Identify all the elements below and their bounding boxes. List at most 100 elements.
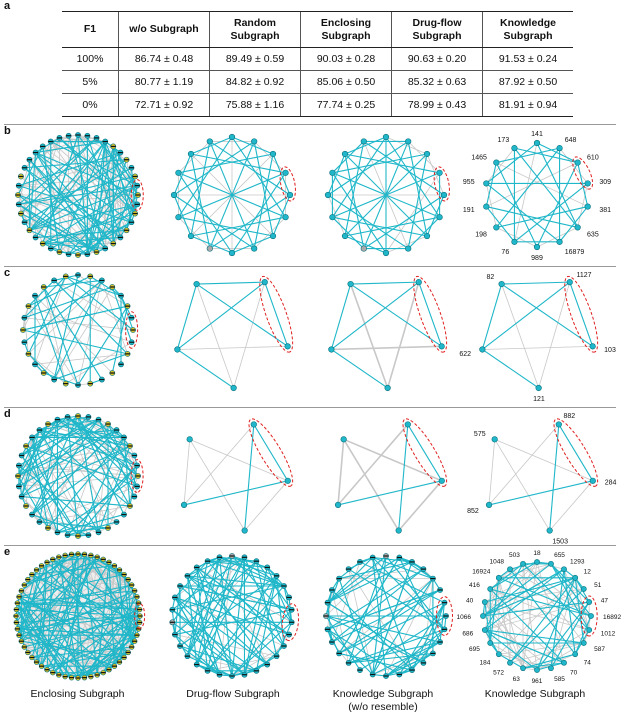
graph-edge-gray bbox=[489, 561, 538, 644]
graph-edge-teal bbox=[15, 622, 22, 642]
graph-node bbox=[491, 436, 498, 443]
graph-node-mark bbox=[325, 628, 331, 630]
graph-edge-teal bbox=[17, 475, 49, 529]
graph-node-mark bbox=[69, 553, 75, 555]
graph-edge-teal bbox=[372, 555, 387, 675]
graph-node-mark bbox=[48, 140, 54, 143]
panel-b-enclosing bbox=[15, 132, 144, 258]
graph-edge-teal bbox=[31, 419, 58, 438]
graph-node-mark bbox=[253, 560, 259, 562]
graph-edge-teal bbox=[35, 152, 132, 223]
graph-edge-teal bbox=[53, 353, 128, 381]
node-id-label: 635 bbox=[587, 232, 599, 239]
graph-node bbox=[241, 527, 248, 534]
header-random: Random Subgraph bbox=[209, 11, 301, 48]
graph-node-mark bbox=[69, 677, 75, 679]
graph-node bbox=[483, 180, 490, 187]
table-row: 100% 86.74 ± 0.48 89.49 ± 0.59 90.03 ± 0… bbox=[62, 47, 573, 71]
graph-node bbox=[175, 214, 182, 221]
graph-edge-gray bbox=[123, 574, 140, 629]
graph-edge-teal bbox=[108, 622, 141, 670]
graph-node-mark bbox=[118, 363, 124, 365]
graph-node-mark bbox=[56, 556, 62, 558]
graph-edge-gray bbox=[490, 642, 538, 671]
graph-node-mark bbox=[39, 565, 45, 567]
graph-node-mark bbox=[105, 423, 111, 425]
graph-edge-teal bbox=[501, 281, 570, 285]
graph-node bbox=[405, 245, 412, 252]
graph-node bbox=[340, 436, 347, 443]
graph-node bbox=[180, 501, 188, 509]
graph-node-mark bbox=[23, 445, 29, 447]
graph-node bbox=[586, 599, 593, 605]
graph-edge-teal bbox=[482, 563, 552, 617]
graph-edge-teal bbox=[174, 597, 221, 675]
graph-edge-teal bbox=[231, 555, 293, 623]
header-f1: F1 bbox=[62, 11, 119, 48]
graph-edge-teal bbox=[18, 152, 121, 187]
graph-edge-teal bbox=[439, 602, 446, 643]
graph-edge-gray bbox=[398, 480, 443, 532]
graph-edge-teal bbox=[255, 561, 278, 657]
query-pair-highlight bbox=[279, 166, 296, 202]
graph-edge-teal bbox=[338, 561, 413, 580]
graph-edge-teal bbox=[486, 206, 578, 228]
graph-node-mark bbox=[116, 569, 122, 571]
graph-node bbox=[481, 627, 488, 633]
graph-edge-teal bbox=[96, 159, 128, 253]
graph-edge-teal bbox=[331, 349, 388, 389]
graph-edge-teal bbox=[111, 306, 129, 374]
graph-node-mark bbox=[111, 565, 117, 567]
graph-node-mark bbox=[241, 674, 247, 676]
graph-edge-teal bbox=[363, 140, 445, 196]
graph-edge-teal bbox=[29, 203, 138, 231]
graph-edge-teal bbox=[332, 141, 365, 174]
node-id-label: 82 bbox=[486, 274, 494, 281]
graph-node bbox=[269, 232, 277, 240]
graph-node bbox=[436, 169, 443, 176]
graph-edge-gray bbox=[549, 480, 594, 531]
graph-edge-teal bbox=[330, 283, 352, 350]
graph-node-mark bbox=[264, 663, 270, 666]
graph-node bbox=[584, 180, 591, 187]
graph-node-mark bbox=[137, 615, 143, 617]
graph-node-mark bbox=[128, 167, 134, 169]
graph-edge-gray bbox=[178, 141, 211, 174]
graph-node bbox=[586, 627, 593, 633]
graph-node-mark bbox=[39, 665, 45, 667]
table-cell: 90.63 ± 0.20 bbox=[391, 47, 483, 71]
graph-edge-teal bbox=[174, 560, 257, 635]
graph-edge-teal bbox=[536, 577, 576, 671]
graph-node-mark bbox=[45, 423, 51, 425]
graph-node bbox=[228, 249, 236, 257]
graph-node bbox=[483, 203, 490, 210]
graph-node-mark bbox=[264, 566, 270, 569]
graph-node-mark bbox=[65, 534, 71, 536]
graph-node bbox=[588, 613, 594, 619]
graph-node-mark bbox=[169, 621, 175, 623]
graph-edge-teal bbox=[344, 235, 387, 254]
graph-edge-teal bbox=[86, 146, 114, 255]
graph-edge-gray bbox=[386, 281, 420, 389]
graph-edge-teal bbox=[549, 424, 560, 531]
graph-node bbox=[438, 343, 445, 350]
graph-node bbox=[405, 138, 412, 145]
graph-edge-teal bbox=[338, 589, 441, 654]
graph-node-mark bbox=[23, 505, 29, 507]
graph-node-mark bbox=[51, 279, 57, 282]
node-id-label: 686 bbox=[462, 631, 473, 638]
graph-edge-teal bbox=[172, 621, 245, 676]
graph-edge-teal bbox=[21, 419, 99, 497]
graph-edge-gray bbox=[67, 423, 109, 536]
graph-edge-gray bbox=[337, 439, 345, 505]
panel-c-drugflow bbox=[174, 275, 294, 392]
graph-edge-teal bbox=[536, 162, 579, 248]
graph-edge-gray bbox=[488, 424, 560, 506]
graph-node-mark bbox=[121, 573, 127, 576]
query-pair-highlight bbox=[248, 418, 294, 487]
graph-node bbox=[206, 138, 213, 145]
graph-node-mark bbox=[137, 608, 143, 611]
graph-edge-teal bbox=[372, 556, 434, 580]
graph-node-mark bbox=[132, 212, 138, 215]
